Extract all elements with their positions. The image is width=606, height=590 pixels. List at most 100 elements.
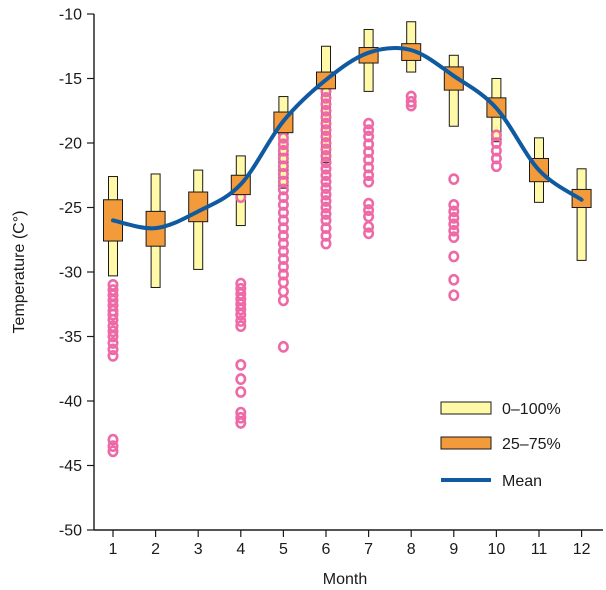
x-axis-label: Month: [323, 571, 367, 588]
mean-line: [111, 45, 584, 231]
range-box: [576, 168, 587, 261]
outlier-point: [320, 208, 332, 220]
outlier-point: [107, 433, 119, 446]
x-tick-label: 1: [109, 541, 118, 558]
outlier-point: [107, 330, 119, 343]
outlier-point: [490, 144, 502, 157]
outlier-point: [277, 237, 289, 250]
legend-mean-label: Mean: [502, 473, 542, 490]
outlier-point: [363, 161, 375, 174]
range-box: [448, 54, 459, 127]
x-tick-label: 2: [151, 541, 160, 558]
outlier-point: [277, 152, 289, 165]
outlier-point: [363, 197, 375, 210]
x-tick-label: 10: [488, 541, 506, 558]
outlier-point: [363, 210, 375, 223]
outlier-point: [448, 231, 460, 244]
outlier-points: [107, 85, 502, 458]
plot-axes: [87, 13, 603, 537]
outlier-point: [320, 104, 332, 117]
y-tick-label: -20: [59, 136, 82, 153]
outlier-point: [490, 160, 502, 173]
outlier-point: [363, 169, 375, 182]
mean-line-group: [111, 45, 584, 231]
x-tick-label: 6: [322, 541, 331, 558]
outlier-point: [235, 308, 247, 321]
y-tick-label: -15: [59, 71, 82, 88]
outlier-point: [277, 253, 289, 265]
legend-iqr-swatch: [440, 436, 492, 450]
outlier-point: [235, 373, 247, 385]
outlier-point: [363, 227, 375, 240]
outlier-point: [277, 222, 289, 235]
outlier-point: [320, 229, 332, 242]
x-tick-label: 3: [194, 541, 203, 558]
outlier-point: [235, 411, 247, 424]
outlier-point: [363, 153, 375, 166]
outlier-point: [107, 343, 119, 356]
outlier-point: [490, 137, 502, 149]
outlier-point: [277, 144, 289, 157]
outlier-point: [277, 206, 289, 219]
y-tick-label: -40: [59, 394, 82, 411]
outlier-point: [235, 417, 247, 429]
outlier-point: [448, 289, 460, 302]
outlier-point: [107, 349, 119, 362]
outlier-point: [405, 95, 417, 108]
outlier-point: [235, 315, 247, 327]
outlier-point: [107, 308, 119, 321]
outlier-point: [277, 245, 289, 258]
outlier-point: [320, 91, 332, 104]
outlier-point: [320, 137, 332, 149]
outlier-point: [448, 273, 460, 286]
outlier-point: [277, 268, 289, 281]
outlier-point: [320, 143, 332, 156]
y-tick-label: -35: [59, 329, 82, 346]
outlier-point: [320, 214, 332, 227]
outlier-point: [277, 183, 289, 196]
outlier-point: [320, 195, 332, 207]
outlier-point: [107, 325, 119, 338]
outlier-point: [320, 175, 332, 188]
outlier-point: [235, 303, 247, 316]
outlier-point: [405, 99, 417, 112]
outlier-point: [320, 222, 332, 235]
outlier-point: [448, 211, 460, 224]
y-tick-label: -10: [59, 7, 82, 24]
outlier-point: [320, 156, 332, 169]
outlier-point: [107, 337, 119, 349]
iqr-boxes: [103, 43, 592, 247]
outlier-point: [320, 130, 332, 143]
x-tick-label: 7: [364, 541, 373, 558]
x-tick-label: 12: [573, 541, 591, 558]
outlier-point: [448, 205, 460, 218]
outlier-point: [277, 229, 289, 242]
outlier-point: [235, 386, 247, 398]
outlier-point: [107, 445, 119, 458]
tick-labels: -10-15-20-25-30-35-40-45-501 2 3 4 5 6 7 8 9 10 11…: [59, 7, 591, 559]
outlier-point: [320, 98, 332, 111]
outlier-point: [277, 199, 289, 211]
outlier-point: [448, 250, 460, 263]
outlier-point: [320, 169, 332, 182]
outlier-point: [363, 130, 375, 143]
x-tick-label: 5: [279, 541, 288, 558]
outlier-point: [277, 294, 289, 307]
outlier-point: [107, 440, 119, 453]
x-tick-label: 4: [236, 541, 245, 558]
x-tick-label: 11: [531, 541, 548, 558]
outlier-point: [363, 146, 375, 158]
y-axis-label: Temperature (C°): [11, 211, 28, 334]
y-tick-label: -30: [59, 265, 82, 282]
outlier-point: [448, 199, 460, 211]
outlier-point: [320, 182, 332, 195]
outlier-point: [448, 218, 460, 231]
outlier-point: [277, 175, 289, 188]
outlier-point: [277, 260, 289, 273]
outlier-point: [320, 188, 332, 201]
outlier-point: [277, 138, 289, 151]
outlier-point: [363, 220, 375, 233]
outlier-point: [235, 320, 247, 333]
outlier-point: [277, 340, 289, 353]
outlier-point: [235, 358, 247, 371]
